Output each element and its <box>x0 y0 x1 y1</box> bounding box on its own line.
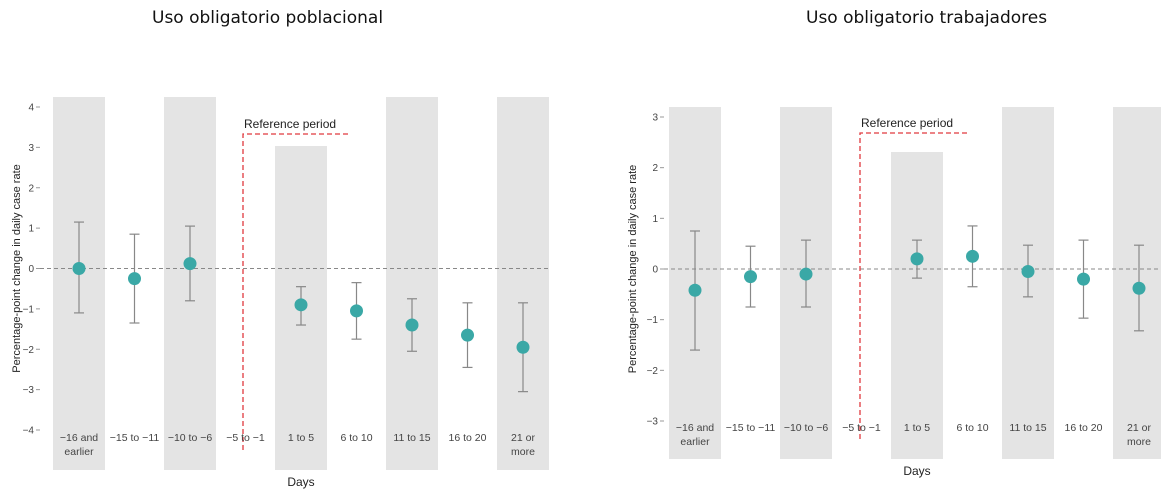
x-category-label: 16 to 20 <box>449 432 487 444</box>
x-category-label: −15 to −11 <box>110 432 160 444</box>
y-tick-label: 3 <box>652 113 658 124</box>
y-tick-label: −2 <box>23 345 35 356</box>
shaded-band <box>386 97 438 470</box>
chart-title-trabajadores: Uso obligatorio trabajadores <box>806 8 1048 28</box>
reference-period-label: Reference period <box>244 117 336 131</box>
x-category-label: −10 to −6 <box>168 432 213 444</box>
y-axis-title: Percentage-point change in daily case ra… <box>627 165 639 374</box>
x-category-label: 1 to 5 <box>288 432 314 444</box>
data-point <box>1132 281 1146 295</box>
y-tick-label: −1 <box>23 304 35 315</box>
x-category-label: 1 to 5 <box>904 422 930 434</box>
y-tick-label: −2 <box>647 366 659 377</box>
data-point <box>72 262 86 275</box>
data-point <box>516 340 530 354</box>
y-tick-label: −3 <box>23 385 35 396</box>
data-point <box>688 283 702 297</box>
reference-period-label: Reference period <box>861 116 953 130</box>
data-point <box>1077 272 1090 286</box>
data-point <box>405 318 419 332</box>
y-tick-label: −3 <box>647 417 659 428</box>
x-category-label: 11 to 15 <box>1009 422 1046 434</box>
y-tick-label: 0 <box>652 265 658 276</box>
data-point <box>799 267 813 281</box>
x-category-label: 6 to 10 <box>340 432 372 444</box>
reference-period-bracket <box>242 133 350 450</box>
x-axis-title: Days <box>903 464 930 478</box>
y-tick-label: 0 <box>28 264 34 275</box>
chart-title-poblacional: Uso obligatorio poblacional <box>152 8 384 28</box>
y-tick-label: 1 <box>652 214 658 225</box>
data-point <box>128 272 141 286</box>
y-tick-label: 1 <box>28 224 34 235</box>
x-category-label: −5 to −1 <box>842 422 881 434</box>
x-category-label: −10 to −6 <box>784 422 829 434</box>
reference-period-bracket <box>859 132 967 439</box>
x-category-label: −5 to −1 <box>226 432 265 444</box>
y-tick-label: 2 <box>652 163 658 174</box>
data-point <box>966 249 979 263</box>
y-tick-label: −4 <box>23 426 35 437</box>
y-tick-label: 4 <box>28 103 34 114</box>
x-category-label: 6 to 10 <box>956 422 988 434</box>
x-category-label: −16 and earlier <box>60 432 98 458</box>
shaded-band <box>497 97 549 470</box>
data-point <box>350 304 363 318</box>
shaded-band <box>891 152 943 459</box>
data-point <box>294 298 308 312</box>
x-category-label: 21 or more <box>1127 422 1151 448</box>
y-tick-label: −1 <box>647 315 659 326</box>
x-category-label: 21 or more <box>511 432 535 458</box>
data-point <box>1021 265 1035 279</box>
data-point <box>461 328 474 342</box>
x-category-label: −15 to −11 <box>726 422 776 434</box>
x-axis-title: Days <box>287 475 314 489</box>
y-tick-label: 2 <box>28 183 34 194</box>
y-tick-label: 3 <box>28 143 34 154</box>
data-point <box>744 270 757 284</box>
data-point <box>183 257 197 271</box>
x-category-label: −16 and earlier <box>676 422 714 448</box>
x-category-label: 16 to 20 <box>1065 422 1103 434</box>
data-point <box>910 252 924 266</box>
y-axis-title: Percentage-point change in daily case ra… <box>11 164 23 373</box>
x-category-label: 11 to 15 <box>393 432 430 444</box>
